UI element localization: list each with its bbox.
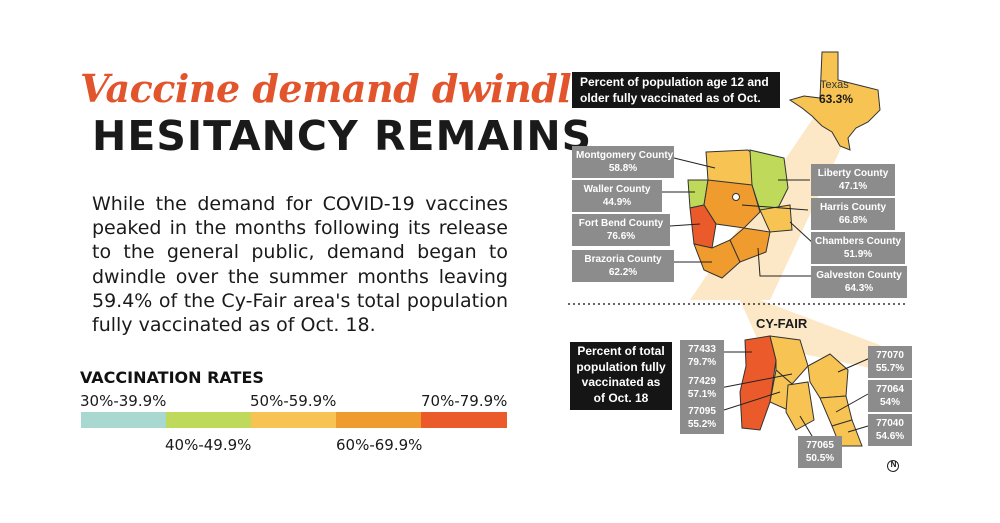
zip-77433: 77433 79.7% bbox=[680, 340, 724, 372]
fortbend-shape bbox=[689, 204, 717, 249]
zip-77065-shape bbox=[785, 381, 815, 431]
headline-main: HESITANCY REMAINS bbox=[92, 112, 593, 160]
zip-77064: 77064 54% bbox=[868, 380, 912, 412]
cyfair-header: Percent of total population fully vaccin… bbox=[570, 342, 672, 410]
texas-shape bbox=[788, 51, 881, 151]
county-name: Harris County bbox=[819, 202, 887, 213]
county-fortbend: Fort Bend County 76.6% bbox=[572, 214, 670, 246]
leader-77064 bbox=[835, 393, 869, 413]
county-value: 51.9% bbox=[843, 249, 873, 260]
county-liberty: Liberty County 47.1% bbox=[811, 164, 895, 196]
leader-77040 bbox=[847, 425, 869, 433]
zip-value: 54% bbox=[879, 397, 900, 408]
zip-77070: 77070 55.7% bbox=[868, 346, 912, 378]
texas-value: 63.3% bbox=[819, 92, 854, 106]
county-brazoria: Brazoria County 62.2% bbox=[572, 250, 674, 282]
county-galveston: Galveston County 64.3% bbox=[811, 266, 907, 298]
leader-77095 bbox=[723, 391, 781, 411]
legend-label-30: 30%-39.9% bbox=[80, 392, 167, 410]
legend-label-70: 70%-79.9% bbox=[421, 392, 508, 410]
county-chambers: Chambers County 51.9% bbox=[811, 232, 905, 264]
zip-value: 57.1% bbox=[687, 389, 717, 400]
texas-header: Percent of population age 12 and older f… bbox=[572, 72, 780, 121]
chambers-shape bbox=[759, 204, 793, 233]
legend-swatch-30 bbox=[81, 412, 166, 428]
zip-code: 77429 bbox=[688, 376, 716, 387]
county-value: 66.8% bbox=[838, 215, 868, 226]
legend-swatch-50 bbox=[251, 412, 336, 428]
zip-code: 77095 bbox=[688, 406, 716, 417]
leader-77429 bbox=[719, 373, 793, 389]
county-value: 64.3% bbox=[844, 283, 874, 294]
texas-label: Texas bbox=[820, 79, 849, 91]
zip-value: 50.5% bbox=[805, 453, 835, 464]
leader-montgomery bbox=[673, 157, 716, 169]
county-value: 47.1% bbox=[838, 181, 868, 192]
body-paragraph: While the demand for COVID-19 vaccines p… bbox=[92, 193, 508, 337]
legend-label-60: 60%-69.9% bbox=[336, 436, 423, 454]
leader-fortbend bbox=[669, 223, 701, 227]
leader-chambers bbox=[789, 221, 815, 245]
county-value: 44.9% bbox=[602, 197, 632, 208]
county-name: Chambers County bbox=[815, 236, 902, 247]
zip-code: 77433 bbox=[688, 344, 716, 355]
legend-label-50: 50%-59.9% bbox=[250, 392, 337, 410]
legend-title: VACCINATION RATES bbox=[80, 368, 264, 387]
leader-harris bbox=[741, 204, 809, 211]
zip-77095: 77095 55.2% bbox=[680, 402, 724, 434]
zip-value: 55.7% bbox=[875, 363, 905, 374]
county-name: Galveston County bbox=[816, 270, 902, 281]
zoom-beam-cyfair bbox=[740, 300, 880, 370]
zip-77065: 77065 50.5% bbox=[798, 436, 842, 468]
legend-swatch-40 bbox=[166, 412, 251, 428]
county-name: Liberty County bbox=[817, 168, 889, 179]
county-name: Brazoria County bbox=[584, 254, 662, 265]
north-arrow-icon bbox=[887, 460, 899, 472]
cyfair-label: CY-FAIR bbox=[756, 316, 808, 331]
zip-code: 77040 bbox=[876, 418, 904, 429]
county-value: 76.6% bbox=[606, 231, 636, 242]
zip-value: 54.6% bbox=[875, 431, 905, 442]
county-montgomery: Montgomery County 58.8% bbox=[572, 146, 674, 178]
zip-77040: 77040 54.6% bbox=[868, 414, 912, 446]
county-name: Fort Bend County bbox=[578, 218, 664, 229]
county-waller: Waller County 44.9% bbox=[572, 180, 662, 212]
galveston-shape bbox=[729, 227, 771, 263]
north-label: N bbox=[890, 460, 897, 469]
zip-value: 55.2% bbox=[687, 419, 717, 430]
legend-label-40: 40%-49.9% bbox=[165, 436, 252, 454]
county-name: Waller County bbox=[583, 184, 651, 195]
county-value: 58.8% bbox=[608, 163, 638, 174]
zip-code: 77064 bbox=[876, 384, 904, 395]
county-harris: Harris County 66.8% bbox=[811, 198, 895, 230]
leader-galveston bbox=[757, 247, 812, 277]
zip-value: 79.7% bbox=[687, 357, 717, 368]
zip-code: 77065 bbox=[806, 440, 834, 451]
zip-code: 77070 bbox=[876, 350, 904, 361]
leader-77070 bbox=[837, 357, 871, 373]
legend-swatch-70 bbox=[421, 412, 507, 428]
county-name: Montgomery County bbox=[576, 150, 674, 161]
zip-77429: 77429 57.1% bbox=[680, 372, 724, 404]
legend-swatch-60 bbox=[336, 412, 421, 428]
county-value: 62.2% bbox=[608, 267, 638, 278]
cyfair-location-marker bbox=[732, 193, 740, 201]
